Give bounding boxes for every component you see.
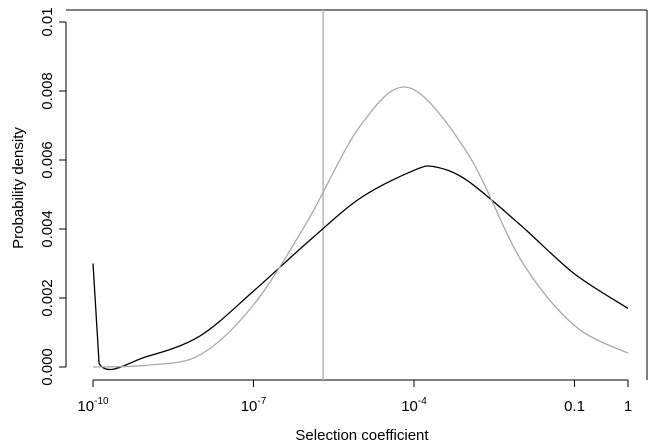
x-tick-label-base: 1 (624, 398, 632, 415)
x-tick-label-exponent: -7 (257, 396, 266, 407)
x-axis-title: Selection coefficient (295, 427, 429, 442)
x-tick-label: 1 (624, 398, 632, 415)
x-tick-label-exponent: -10 (94, 396, 109, 407)
x-tick-label: 10-7 (241, 396, 267, 415)
y-tick-label: 0.008 (39, 72, 56, 110)
y-tick-label: 0.006 (39, 141, 56, 179)
x-tick-label-base: 10 (77, 398, 94, 415)
x-tick-label-base: 10 (401, 398, 418, 415)
y-tick-label: 0.002 (39, 279, 56, 317)
series-group (92, 86, 629, 371)
x-tick-label: 10-4 (401, 396, 427, 415)
y-tick-label: 0.01 (39, 7, 56, 36)
y-axis-title: Probability density (10, 127, 27, 249)
series-line-gray (92, 86, 629, 368)
x-tick-label: 10-10 (77, 396, 109, 415)
y-tick-label: 0.000 (39, 348, 56, 386)
x-axis-ticks: 10-10 10-7 10-4 0.1 1 (77, 380, 632, 415)
y-axis-ticks: 0.000 0.002 0.004 0.006 0.008 0.01 (39, 7, 66, 386)
series-line-black (92, 165, 629, 371)
x-tick-label-base: 10 (241, 398, 258, 415)
x-tick-label-base: 0.1 (564, 398, 585, 415)
y-tick-label: 0.004 (39, 210, 56, 248)
x-tick-label: 0.1 (564, 398, 585, 415)
x-tick-label-exponent: -4 (418, 396, 427, 407)
